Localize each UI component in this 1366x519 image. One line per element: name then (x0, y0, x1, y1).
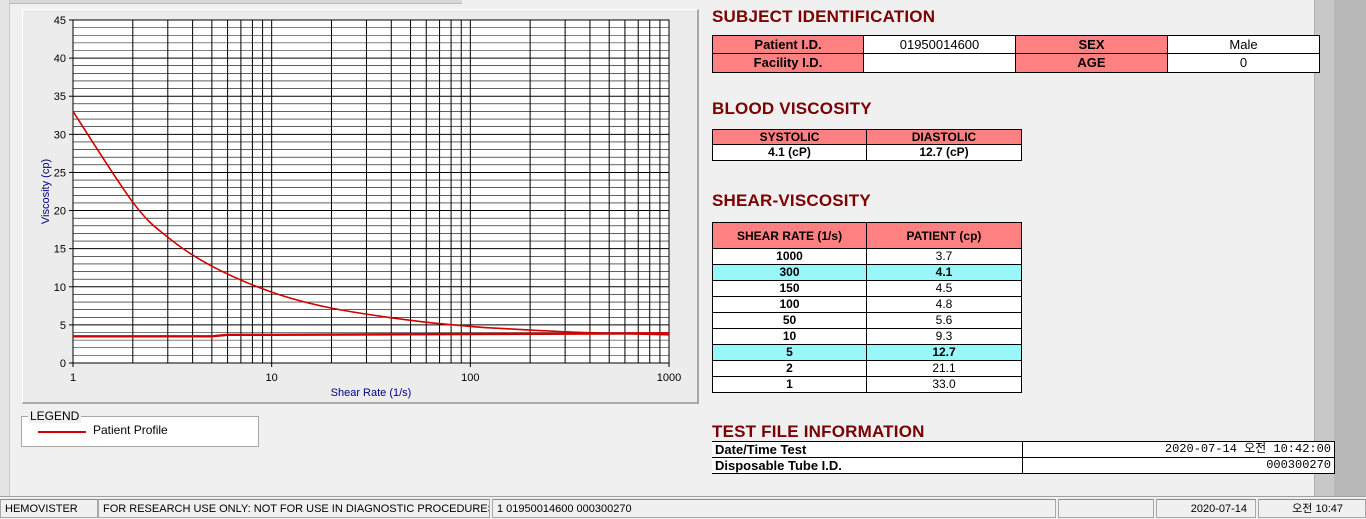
test-file-top-border (712, 441, 1335, 442)
viscosity-chart: 0 5 10 15 20 25 30 35 40 45 1 10 100 1000 Shear Rate (… (40, 15, 681, 399)
status-empty-panel (1058, 499, 1154, 518)
status-record-info: 1 01950014600 000300270 (492, 499, 1056, 518)
legend-title: LEGEND (28, 409, 82, 423)
plot-area (73, 20, 669, 363)
top-panel-edge (10, 0, 462, 4)
y-tick-label: 0 (60, 358, 66, 370)
patient-viscosity-cell: 9.3 (866, 328, 1022, 345)
patient-id-label: Patient I.D. (712, 35, 864, 54)
shear-rate-cell: 1 (712, 376, 867, 393)
y-tick-label: 20 (54, 206, 66, 218)
shear-rate-cell: 150 (712, 280, 867, 297)
status-app-name: HEMOVISTER (0, 499, 98, 518)
patient-viscosity-cell: 12.7 (866, 344, 1022, 361)
patient-viscosity-cell: 4.1 (866, 264, 1022, 281)
patient-column-header: PATIENT (cp) (866, 222, 1022, 249)
y-tick-label: 15 (54, 244, 66, 256)
disposable-tube-id-value: 000300270 (1022, 458, 1335, 474)
blood-viscosity-title: BLOOD VISCOSITY (712, 99, 872, 118)
subject-identification-title: SUBJECT IDENTIFICATION (712, 7, 936, 26)
y-tick-label: 25 (54, 167, 66, 179)
shear-rate-cell: 2 (712, 360, 867, 377)
status-research-notice: FOR RESEARCH USE ONLY: NOT FOR USE IN DI… (98, 499, 490, 518)
date-time-test-value: 2020-07-14 오전 10:42:00 (1022, 442, 1335, 458)
y-tick-label: 35 (54, 91, 66, 103)
diastolic-label: DIASTOLIC (866, 129, 1022, 145)
shear-rate-cell: 100 (712, 296, 867, 313)
y-tick-label: 30 (54, 129, 66, 141)
patient-viscosity-cell: 5.6 (866, 312, 1022, 329)
left-panel-edge (0, 0, 10, 496)
x-tick-label: 10 (266, 372, 278, 384)
legend-line-swatch (38, 431, 86, 433)
shear-rate-cell: 10 (712, 328, 867, 345)
sex-label: SEX (1015, 35, 1168, 54)
x-tick-label: 1 (70, 372, 76, 384)
status-time: 오전 10:47 (1258, 499, 1366, 518)
systolic-value: 4.1 (cP) (712, 144, 867, 161)
x-tick-label: 100 (461, 372, 479, 384)
y-axis-label: Viscosity (cp) (40, 159, 52, 224)
shear-rate-cell: 5 (712, 344, 867, 361)
plot-frame (72, 19, 670, 364)
legend-box: LEGEND Patient Profile (21, 409, 259, 447)
series-line-profile (72, 111, 670, 336)
shear-rate-cell: 50 (712, 312, 867, 329)
scrollbar-thumb[interactable] (1334, 0, 1366, 496)
shear-viscosity-title: SHEAR-VISCOSITY (712, 191, 871, 210)
shear-rate-column-header: SHEAR RATE (1/s) (712, 222, 867, 249)
legend-label: Patient Profile (93, 423, 168, 437)
shear-rate-cell: 1000 (712, 248, 867, 265)
facility-id-value (863, 53, 1016, 73)
y-tick-label: 45 (54, 15, 66, 27)
systolic-label: SYSTOLIC (712, 129, 867, 145)
y-tick-label: 10 (54, 282, 66, 294)
age-value: 0 (1167, 53, 1320, 73)
test-file-information-title: TEST FILE INFORMATION (712, 422, 925, 441)
series-line-baseline (73, 332, 670, 338)
y-tick-label: 40 (54, 53, 66, 65)
shear-rate-cell: 300 (712, 264, 867, 281)
date-time-test-label: Date/Time Test (712, 442, 1023, 458)
patient-viscosity-cell: 4.8 (866, 296, 1022, 313)
x-tick-label: 1000 (657, 372, 681, 384)
viscosity-chart-panel: 0 5 10 15 20 25 30 35 40 45 1 10 100 1000 Shear Rate (… (22, 9, 699, 404)
y-tick-label: 5 (60, 320, 66, 332)
x-axis-label: Shear Rate (1/s) (331, 387, 412, 399)
patient-id-value: 01950014600 (863, 35, 1016, 54)
age-label: AGE (1015, 53, 1168, 73)
status-date: 2020-07-14 (1156, 499, 1256, 518)
patient-viscosity-cell: 4.5 (866, 280, 1022, 297)
disposable-tube-id-label: Disposable Tube I.D. (712, 458, 1023, 474)
patient-viscosity-cell: 21.1 (866, 360, 1022, 377)
facility-id-label: Facility I.D. (712, 53, 864, 73)
sex-value: Male (1167, 35, 1320, 54)
diastolic-value: 12.7 (cP) (866, 144, 1022, 161)
patient-viscosity-cell: 33.0 (866, 376, 1022, 393)
status-bar: HEMOVISTER FOR RESEARCH USE ONLY: NOT FO… (0, 496, 1366, 519)
patient-viscosity-cell: 3.7 (866, 248, 1022, 265)
